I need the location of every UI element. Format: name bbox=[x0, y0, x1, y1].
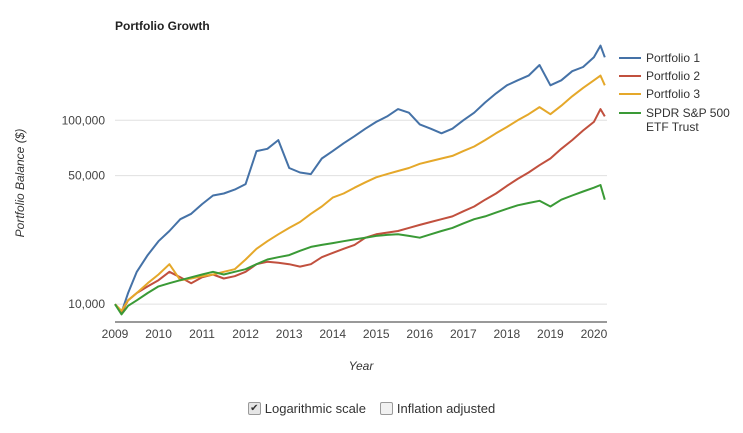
x-tick-label: 2011 bbox=[189, 327, 215, 341]
gridlines bbox=[115, 119, 607, 323]
x-tick-label: 2016 bbox=[406, 327, 433, 341]
inflation-checkbox[interactable] bbox=[379, 402, 393, 415]
log-scale-label: Logarithmic scale bbox=[264, 401, 366, 416]
log-scale-checkbox[interactable]: ✔ bbox=[247, 402, 261, 415]
inflation-label: Inflation adjusted bbox=[396, 401, 496, 416]
chart-title: Portfolio Growth bbox=[115, 19, 210, 33]
x-tick-label: 2015 bbox=[363, 327, 390, 341]
inflation-toggle[interactable]: Inflation adjusted bbox=[379, 401, 496, 416]
legend-label: Portfolio 1 bbox=[646, 51, 700, 65]
y-tick-label: 10,000 bbox=[68, 297, 105, 311]
legend-label: Portfolio 3 bbox=[646, 87, 700, 101]
series-line-4 bbox=[114, 184, 606, 316]
chart-area: 10,000 50,000 100,000 2009 2010 2011 2012 2013 2… bbox=[13, 44, 730, 373]
y-tick-label: 50,000 bbox=[68, 169, 105, 183]
x-tick-label: 2020 bbox=[581, 327, 608, 341]
series-lines bbox=[114, 44, 606, 316]
y-tick-label: 100,000 bbox=[62, 113, 106, 127]
x-tick-label: 2019 bbox=[537, 327, 564, 341]
legend-label: Portfolio 2 bbox=[646, 69, 700, 83]
x-tick-label: 2014 bbox=[319, 327, 346, 341]
x-axis-title: Year bbox=[349, 359, 375, 373]
y-axis-title: Portfolio Balance ($) bbox=[13, 129, 27, 238]
x-tick-label: 2017 bbox=[450, 327, 477, 341]
x-tick-label: 2012 bbox=[232, 327, 259, 341]
series-line-1 bbox=[114, 44, 606, 314]
axis-labels: 10,000 50,000 100,000 2009 2010 2011 2012 2013 2… bbox=[13, 113, 608, 373]
chart-options: ✔ Logarithmic scale Inflation adjusted bbox=[0, 401, 743, 416]
x-tick-label: 2009 bbox=[102, 327, 129, 341]
x-tick-label: 2018 bbox=[494, 327, 521, 341]
legend: Portfolio 1 Portfolio 2 Portfolio 3 SPDR S&… bbox=[619, 51, 730, 134]
x-tick-label: 2010 bbox=[145, 327, 172, 341]
legend-label: SPDR S&P 500 ETF Trust bbox=[646, 106, 730, 134]
series-line-3 bbox=[114, 74, 606, 312]
log-scale-toggle[interactable]: ✔ Logarithmic scale bbox=[247, 401, 366, 416]
x-tick-label: 2013 bbox=[276, 327, 303, 341]
series-line-2 bbox=[114, 108, 606, 314]
